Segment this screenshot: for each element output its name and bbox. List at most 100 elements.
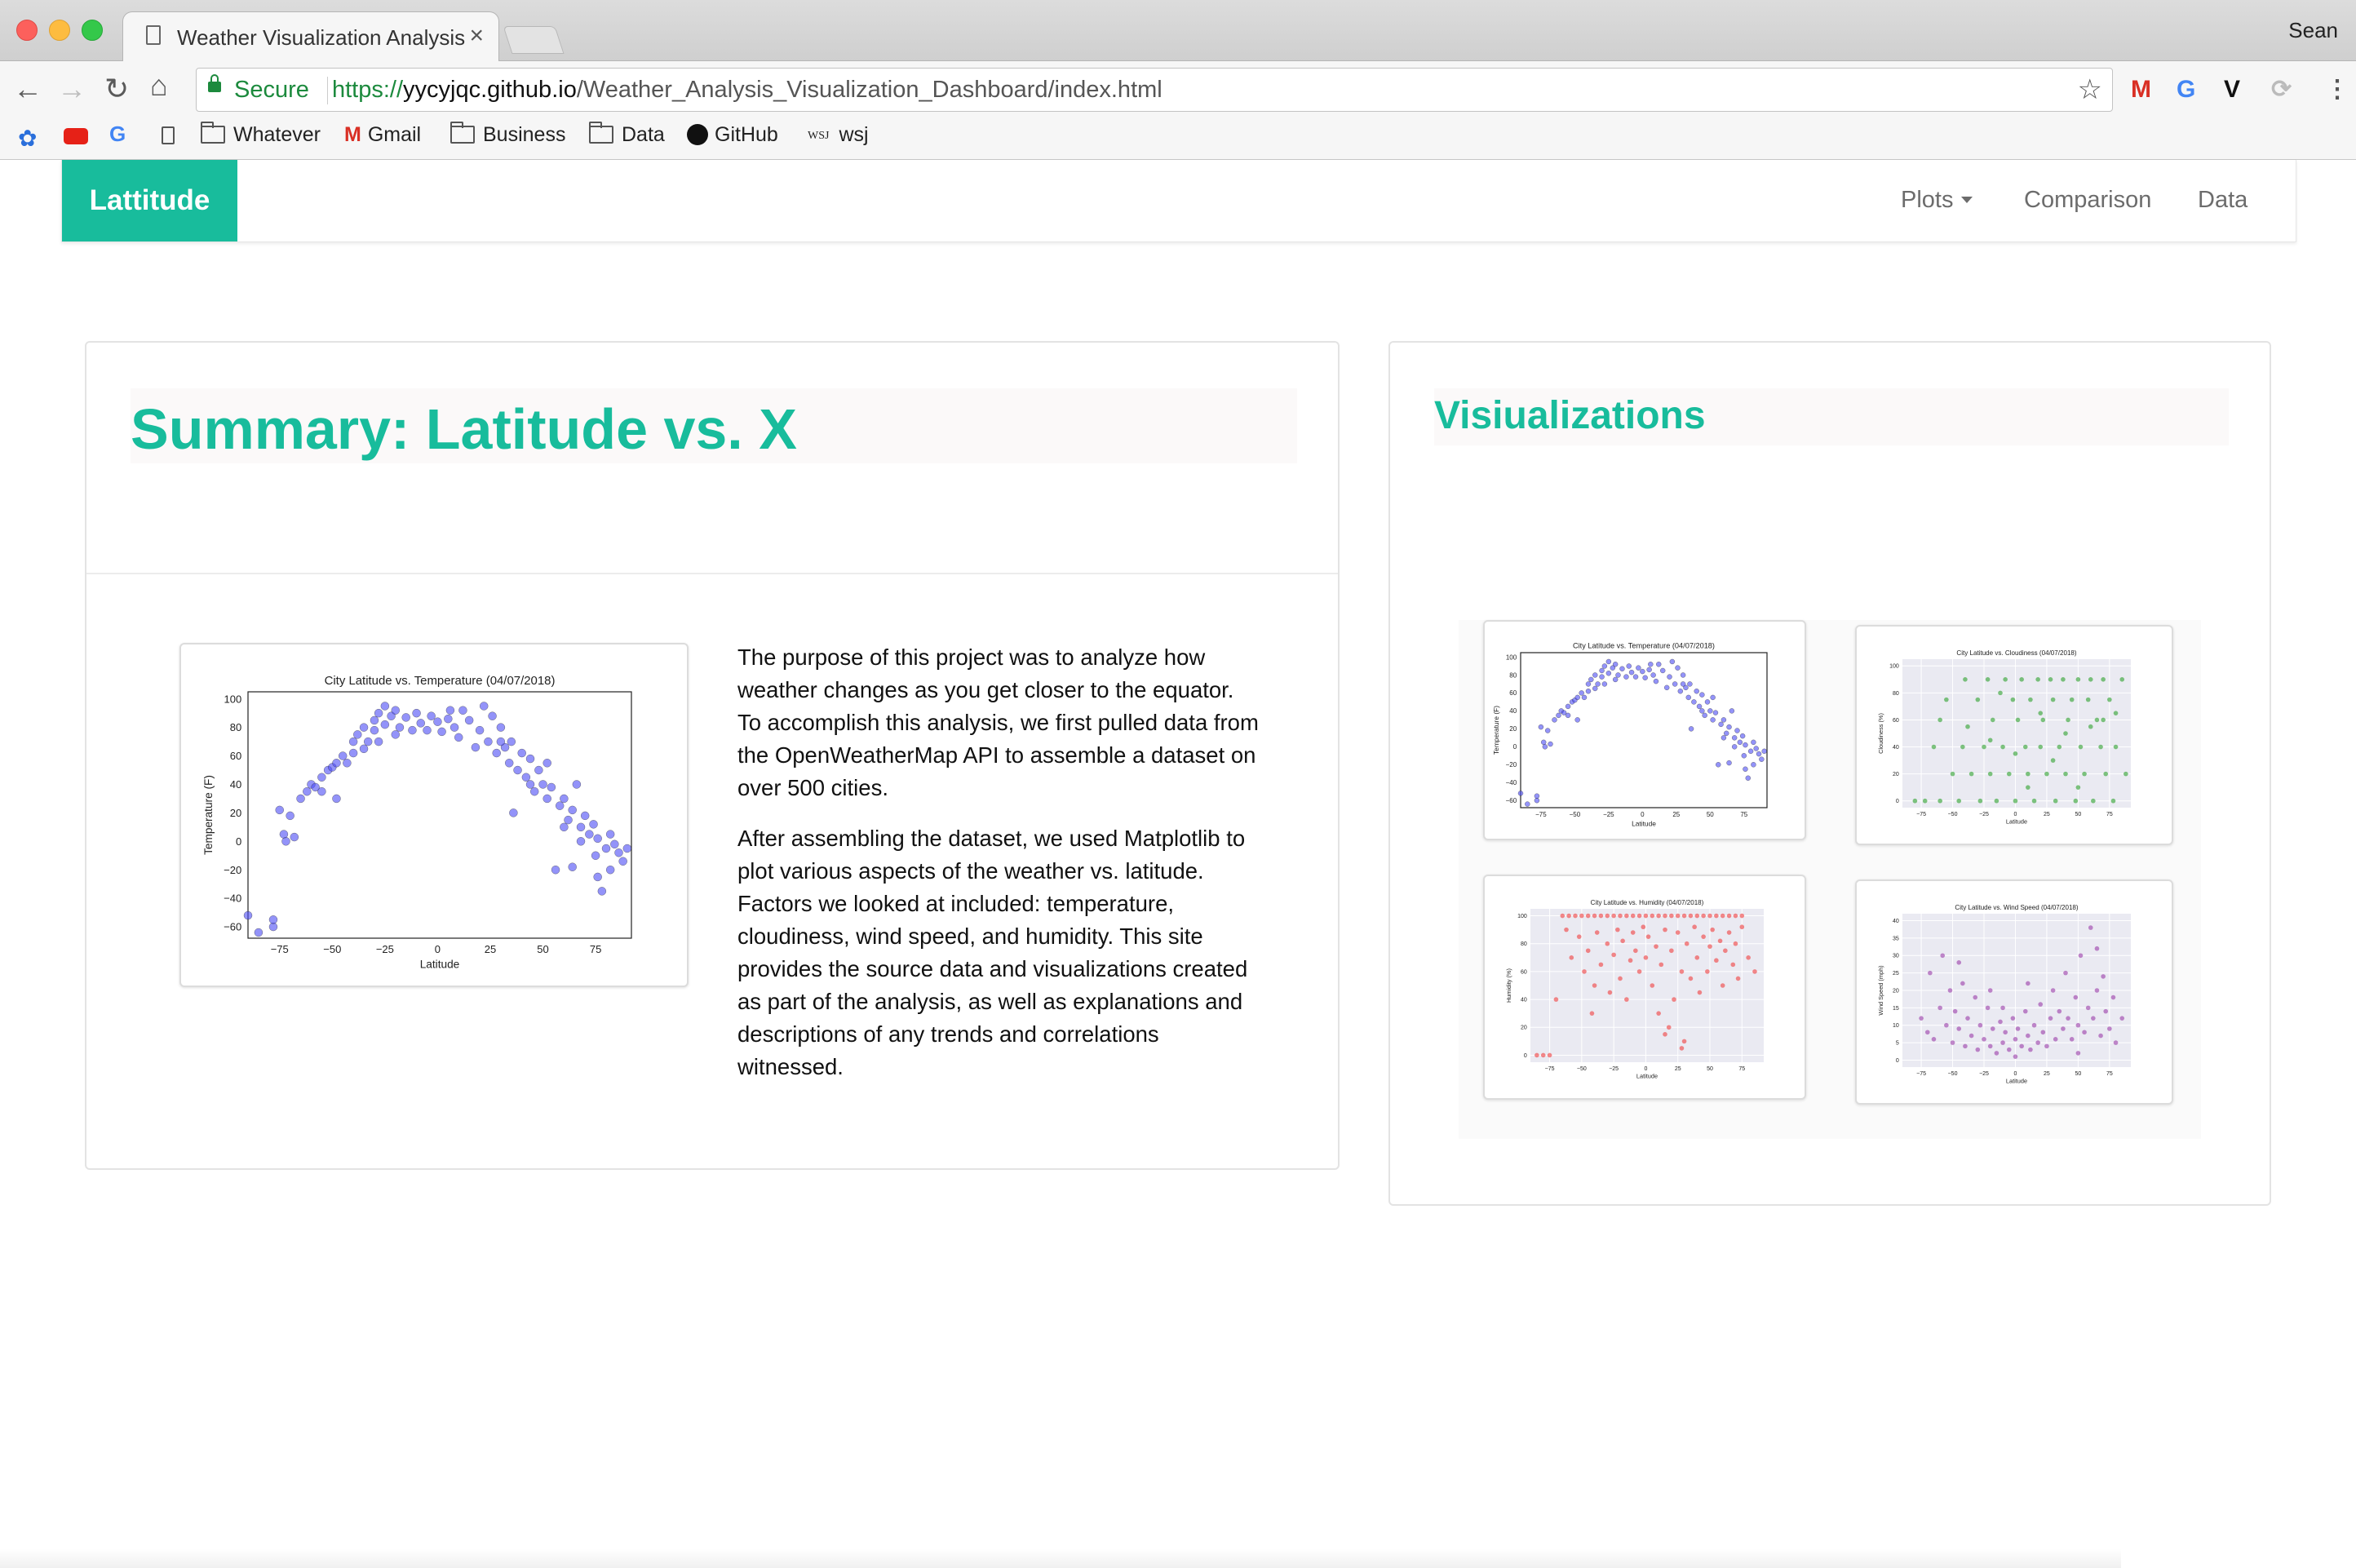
scatter-point — [2035, 677, 2040, 682]
x-tick-label: 0 — [1644, 1066, 1647, 1072]
scatter-point — [2113, 744, 2119, 750]
scatter-point — [492, 748, 501, 758]
x-tick-label: −25 — [376, 943, 394, 955]
scatter-point — [1743, 766, 1748, 773]
scatter-point — [1956, 960, 1962, 965]
translate-extension-icon[interactable]: G — [2177, 76, 2196, 103]
scatter-point — [2040, 717, 2046, 723]
vis-thumb-humidity[interactable]: City Latitude vs. Humidity (04/07/2018) −… — [1483, 875, 1806, 1100]
scatter-point — [1919, 1016, 1924, 1021]
scatter-point — [2069, 1037, 2075, 1042]
scatter-point — [458, 706, 467, 715]
bookmark-wsj[interactable]: WSJ wsj — [808, 123, 869, 146]
y-axis-label: Humidity (%) — [1505, 968, 1512, 1003]
new-tab-button[interactable] — [503, 26, 565, 54]
baidu-paw-icon[interactable]: ✿ — [18, 126, 38, 151]
gmail-extension-icon[interactable]: M — [2131, 76, 2151, 103]
vis-thumb-wind-speed[interactable]: City Latitude vs. Wind Speed (04/07/2018… — [1855, 879, 2173, 1105]
url-text[interactable]: https://yycyjqc.github.io/Weather_Analys… — [332, 77, 1162, 104]
scatter-point — [1564, 927, 1569, 932]
browser-tab[interactable]: Weather Visualization Analysis × — [122, 11, 499, 63]
tab-close-icon[interactable]: × — [469, 22, 484, 49]
folder-icon — [201, 122, 225, 144]
reload-icon[interactable]: ↻ — [104, 72, 130, 105]
scatter-point — [243, 910, 253, 920]
scatter-point — [1694, 688, 1699, 694]
scatter-point — [332, 794, 341, 804]
scatter-point — [353, 730, 362, 739]
home-icon[interactable]: ⌂ — [150, 69, 168, 102]
scatter-point — [1595, 681, 1601, 687]
y-tick-label: 80 — [1521, 941, 1527, 947]
sync-extension-icon[interactable]: ⟳ — [2271, 76, 2292, 103]
vis-thumb-temperature[interactable]: City Latitude vs. Temperature (04/07/201… — [1483, 620, 1806, 840]
bookmark-github[interactable]: GitHub — [687, 123, 778, 147]
scatter-point — [454, 733, 463, 742]
scatter-point — [1938, 798, 1942, 804]
scatter-point — [1688, 913, 1694, 919]
bookmark-data[interactable]: Data — [589, 122, 665, 147]
back-arrow-icon[interactable]: ← — [13, 72, 42, 105]
scatter-point — [1688, 976, 1694, 981]
scatter-point — [605, 830, 615, 839]
close-window-button[interactable] — [16, 20, 38, 41]
minimize-window-button[interactable] — [49, 20, 70, 41]
scatter-point — [1680, 681, 1686, 687]
bookmark-star-icon[interactable]: ☆ — [2077, 74, 2102, 105]
scatter-point — [534, 765, 543, 775]
scatter-point — [2113, 711, 2119, 715]
scatter-point — [2075, 1051, 2081, 1056]
scatter-point — [601, 844, 611, 853]
gmail-icon: M — [344, 123, 361, 146]
scatter-point — [1615, 927, 1620, 932]
wind-speed-thumb-chart: City Latitude vs. Wind Speed (04/07/2018… — [1877, 904, 2131, 1085]
y-tick-label: −60 — [1506, 797, 1517, 804]
temperature-plot-image[interactable]: City Latitude vs. Temperature (04/07/201… — [179, 643, 689, 987]
y-tick-label: 0 — [1896, 1058, 1899, 1064]
scatter-point — [1987, 1043, 1993, 1049]
scatter-point — [2010, 1016, 2016, 1021]
scatter-point — [479, 702, 489, 711]
secure-label: Secure — [234, 77, 309, 103]
scatter-point — [1712, 710, 1719, 715]
scatter-point — [2057, 1008, 2062, 1014]
scatter-point — [1632, 674, 1639, 680]
y-tick-label: 0 — [1524, 1053, 1527, 1059]
scatter-point — [1633, 948, 1638, 954]
page-icon[interactable] — [162, 126, 175, 144]
menu-dots-icon[interactable]: ⋮ — [2325, 76, 2349, 103]
scatter-point — [1726, 724, 1732, 730]
scatter-point — [2026, 771, 2030, 777]
browser-toolbar: ← → ↻ ⌂ Secure https://yycyjqc.github.io… — [0, 61, 2356, 118]
scatter-point — [1922, 798, 1928, 804]
youtube-icon[interactable] — [64, 128, 88, 144]
nav-data[interactable]: Data — [2198, 187, 2248, 213]
scatter-point — [1615, 672, 1621, 678]
scatter-point — [572, 780, 582, 789]
scatter-point — [1990, 1026, 1995, 1031]
vimeo-extension-icon[interactable]: V — [2224, 76, 2241, 103]
navbar-brand[interactable]: Lattitude — [62, 160, 237, 241]
zoom-window-button[interactable] — [82, 20, 103, 41]
bookmark-business[interactable]: Business — [450, 122, 565, 147]
scatter-point — [1944, 697, 1949, 702]
scatter-point — [1585, 948, 1591, 954]
bookmark-whatever[interactable]: Whatever — [201, 122, 321, 147]
nav-plots-dropdown[interactable]: Plots — [1901, 187, 1973, 214]
scatter-point — [1630, 913, 1636, 919]
scatter-point — [2048, 1016, 2053, 1021]
x-tick-label: −75 — [1535, 811, 1547, 818]
address-bar[interactable]: Secure https://yycyjqc.github.io/Weather… — [196, 68, 2113, 112]
scatter-point — [1598, 913, 1604, 919]
forward-arrow-icon[interactable]: → — [57, 72, 86, 105]
bookmark-gmail[interactable]: M Gmail — [344, 123, 422, 146]
nav-comparison[interactable]: Comparison — [2024, 187, 2152, 213]
scatter-point — [2066, 717, 2070, 723]
scatter-point — [1685, 694, 1692, 701]
google-translate-icon[interactable]: G — [109, 122, 126, 146]
y-tick-label: 15 — [1893, 1006, 1899, 1012]
vis-thumb-cloudiness[interactable]: City Latitude vs. Cloudiness (04/07/2018… — [1855, 625, 2173, 845]
scatter-point — [1540, 1052, 1546, 1058]
scatter-point — [2050, 988, 2056, 993]
profile-name[interactable]: Sean — [2288, 18, 2338, 42]
